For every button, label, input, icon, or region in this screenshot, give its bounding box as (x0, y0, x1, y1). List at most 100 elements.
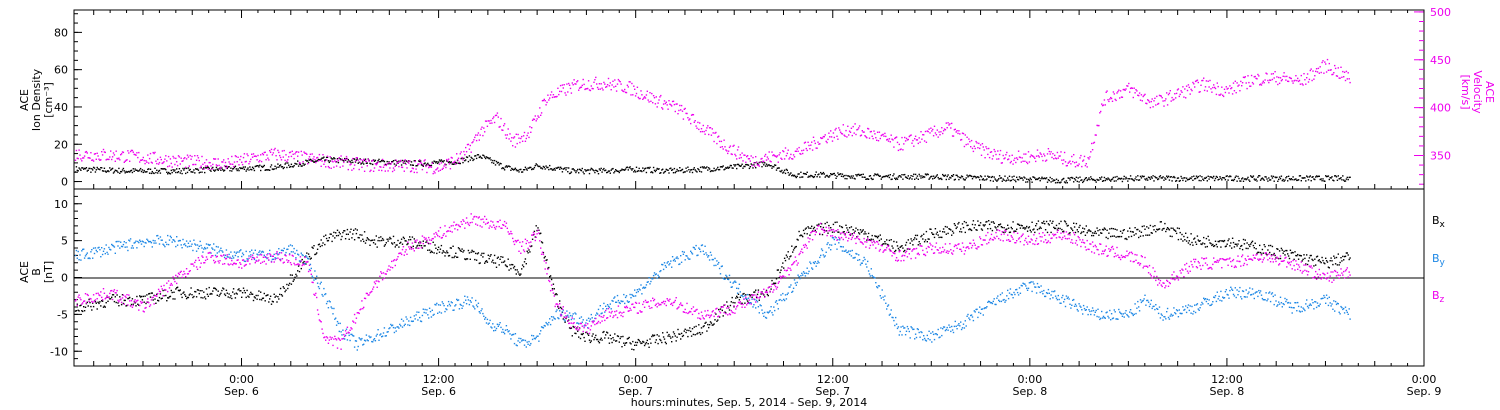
bx-point (936, 231, 938, 233)
velocity-point (451, 157, 453, 159)
bx-point (518, 273, 520, 275)
density-point (824, 176, 826, 178)
bx-point (453, 256, 455, 259)
density-point (981, 179, 984, 181)
by-point (263, 254, 265, 256)
density-point (1299, 175, 1302, 177)
density-point (624, 169, 626, 171)
bx-point (701, 332, 704, 334)
density-point (259, 164, 261, 166)
density-point (1257, 176, 1259, 178)
density-point (1254, 179, 1256, 181)
velocity-point (487, 120, 489, 122)
bx-point (101, 300, 104, 302)
density-point (562, 168, 564, 170)
velocity-point (659, 96, 661, 98)
density-point (623, 169, 625, 171)
density-point (698, 169, 700, 171)
velocity-point (938, 131, 940, 133)
bx-point (1053, 226, 1055, 229)
by-point (331, 307, 333, 310)
velocity-point (1280, 80, 1283, 82)
density-point (1073, 181, 1075, 183)
bx-point (732, 301, 734, 304)
density-point (1227, 179, 1229, 181)
bx-point (1178, 227, 1180, 230)
velocity-point (156, 162, 158, 165)
velocity-point (1011, 154, 1013, 156)
bx-point (608, 342, 611, 344)
density-point (345, 157, 348, 160)
bx-point (782, 262, 784, 264)
bx-point (589, 341, 592, 344)
bx-point (1175, 232, 1178, 235)
bx-point (825, 230, 827, 232)
density-point (470, 156, 472, 159)
velocity-point (1265, 72, 1267, 74)
density-point (1137, 175, 1139, 177)
density-point (531, 168, 534, 170)
bx-point (872, 238, 874, 241)
density-point (261, 166, 264, 168)
velocity-point (752, 156, 754, 159)
velocity-point (580, 86, 583, 88)
bx-point (87, 305, 89, 307)
bx-point (826, 221, 828, 224)
velocity-point (1237, 85, 1239, 87)
bx-point (154, 298, 156, 300)
velocity-point (917, 142, 919, 145)
velocity-point (649, 92, 651, 94)
velocity-point (951, 122, 953, 125)
velocity-point (261, 152, 264, 155)
density-point (1122, 178, 1124, 180)
bx-point (755, 296, 758, 299)
bx-point (1186, 236, 1189, 239)
bx-point (624, 342, 627, 344)
density-point (640, 170, 642, 172)
velocity-point (747, 158, 750, 160)
velocity-point (1150, 100, 1152, 103)
velocity-point (205, 159, 208, 161)
bx-point (121, 294, 124, 296)
density-point (154, 167, 156, 169)
bx-point (651, 335, 653, 338)
density-point (277, 163, 279, 165)
density-point (287, 162, 289, 164)
bx-point (460, 250, 462, 252)
bx-point (1058, 222, 1060, 225)
bx-point (374, 243, 377, 245)
bx-point (850, 226, 853, 228)
bx-point (360, 240, 362, 242)
bx-point (1293, 258, 1295, 261)
density-point (555, 167, 557, 169)
bx-point (729, 304, 732, 307)
velocity-point (1006, 151, 1008, 154)
density-point (267, 169, 269, 171)
density-point (1160, 177, 1162, 179)
bx-point (597, 340, 600, 343)
density-point (642, 167, 644, 169)
density-point (753, 164, 755, 166)
bx-point (716, 320, 718, 322)
bx-point (870, 238, 872, 240)
velocity-point (326, 155, 329, 157)
by-point (452, 309, 454, 311)
bx-point (381, 239, 383, 242)
bx-point (723, 304, 725, 306)
density-point (1081, 179, 1083, 181)
velocity-point (939, 134, 941, 136)
bx-point (1144, 228, 1146, 230)
density-point (1136, 179, 1138, 181)
bx-point (950, 229, 952, 231)
density-point (1095, 181, 1097, 183)
density-point (831, 173, 834, 176)
b-ytick-label: 10 (54, 198, 68, 211)
bx-point (1152, 225, 1154, 228)
density-point (1047, 179, 1050, 181)
velocity-point (839, 131, 842, 133)
bx-point (1149, 224, 1152, 227)
velocity-point (209, 162, 211, 164)
velocity-point (406, 167, 408, 169)
density-point (1339, 177, 1341, 180)
velocity-point (341, 159, 343, 161)
